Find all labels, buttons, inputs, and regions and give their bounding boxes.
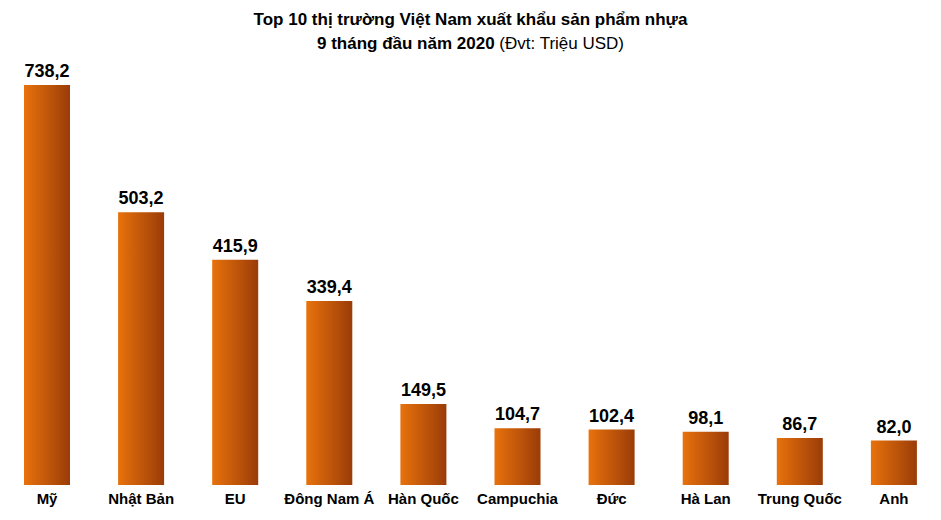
svg-text:738,2: 738,2 — [24, 61, 69, 81]
svg-text:Anh: Anh — [879, 490, 908, 507]
svg-text:82,0: 82,0 — [876, 417, 911, 437]
svg-text:Nhật Bản: Nhật Bản — [108, 490, 174, 507]
svg-text:86,7: 86,7 — [782, 414, 817, 434]
svg-text:102,4: 102,4 — [589, 406, 634, 426]
svg-text:104,7: 104,7 — [495, 404, 540, 424]
svg-text:Đông Nam Á: Đông Nam Á — [284, 490, 374, 507]
svg-text:Mỹ: Mỹ — [37, 490, 58, 507]
svg-text:Hàn Quốc: Hàn Quốc — [388, 490, 459, 507]
html-text:Top 10 thị trường Việt Nam xuấ: Top 10 thị trường Việt Nam xuất khẩu sản… — [253, 10, 688, 29]
svg-text:339,4: 339,4 — [307, 277, 352, 297]
svg-text:98,1: 98,1 — [688, 408, 723, 428]
svg-text:503,2: 503,2 — [119, 188, 164, 208]
svg-text:149,5: 149,5 — [401, 380, 446, 400]
svg-text:Campuchia: Campuchia — [477, 490, 559, 507]
svg-text:415,9: 415,9 — [213, 236, 258, 256]
html-text:9 tháng đầu năm 2020 (Đvt: Tri: 9 tháng đầu năm 2020 (Đvt: Triệu USD) — [317, 34, 624, 53]
svg-text:Hà Lan: Hà Lan — [681, 490, 731, 507]
svg-text:Trung Quốc: Trung Quốc — [758, 490, 842, 507]
svg-text:Đức: Đức — [597, 490, 627, 507]
svg-text:EU: EU — [225, 490, 246, 507]
